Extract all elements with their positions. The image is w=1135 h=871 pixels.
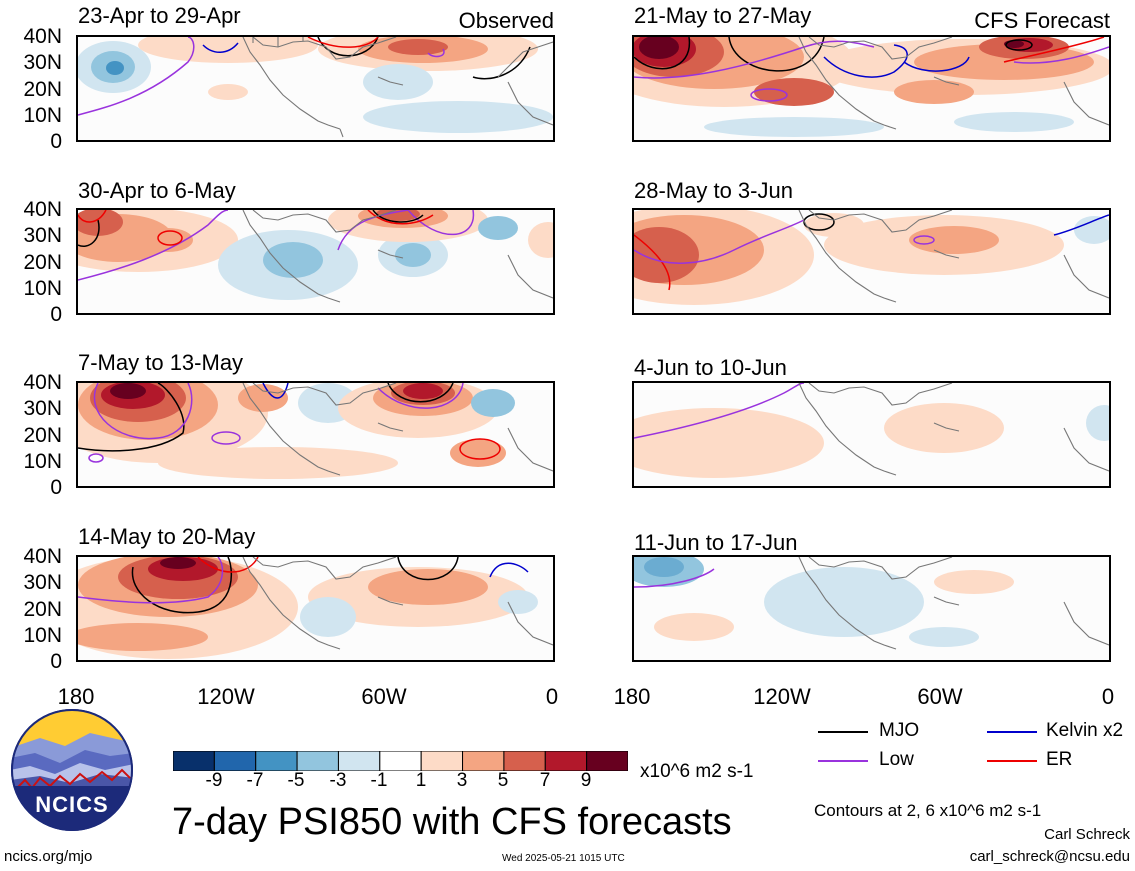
legend-swatch-er bbox=[987, 760, 1037, 762]
map-panel-8 bbox=[632, 555, 1111, 662]
legend-label-mjo: MJO bbox=[879, 720, 920, 741]
legend-swatch-low bbox=[818, 760, 868, 762]
author-email[interactable]: carl_schreck@ncsu.edu bbox=[969, 848, 1130, 865]
colorbar-swatch bbox=[337, 750, 381, 772]
lat-tick: 40N bbox=[23, 25, 62, 48]
colorbar-tick: 7 bbox=[539, 770, 551, 791]
panel-6-title: 28-May to 3-Jun bbox=[634, 178, 793, 203]
ncics-logo: NCICS bbox=[10, 708, 134, 832]
lon-tick: 0 bbox=[1101, 684, 1115, 709]
lat-tick: 0 bbox=[50, 650, 62, 673]
colorbar-tick: 1 bbox=[415, 770, 427, 791]
observed-label: Observed bbox=[458, 8, 554, 33]
panel-5-title: 21-May to 27-May bbox=[634, 3, 812, 28]
lon-tick: 120W bbox=[753, 684, 811, 709]
contours-note: Contours at 2, 6 x10^6 m2 s-1 bbox=[814, 801, 1042, 820]
map-panel-2 bbox=[76, 208, 555, 315]
map-panel-7 bbox=[632, 381, 1111, 488]
colorbar-tick: -1 bbox=[370, 770, 388, 791]
colorbar-swatch bbox=[296, 750, 339, 772]
colorbar-swatch bbox=[420, 750, 464, 772]
colorbar-tick: -7 bbox=[246, 770, 264, 791]
lat-tick: 20N bbox=[23, 598, 62, 621]
panel-8-title: 11-Jun to 17-Jun bbox=[634, 530, 798, 555]
colorbar-swatch bbox=[586, 750, 629, 772]
colorbar-swatch bbox=[544, 750, 588, 772]
colorbar-tick: 9 bbox=[580, 770, 592, 791]
colorbar bbox=[172, 750, 629, 776]
map-panel-4 bbox=[76, 555, 555, 662]
colorbar-swatch bbox=[172, 750, 215, 772]
logo-text: NCICS bbox=[35, 792, 109, 817]
legend-swatch-mjo bbox=[818, 731, 868, 733]
lat-tick: 20N bbox=[23, 78, 62, 101]
lat-tick: 20N bbox=[23, 251, 62, 274]
lat-tick: 10N bbox=[23, 450, 62, 473]
cfs-forecast-label: CFS Forecast bbox=[974, 8, 1110, 33]
lat-tick: 0 bbox=[50, 130, 62, 153]
legend-label-er: ER bbox=[1046, 749, 1073, 770]
colorbar-units: x10^6 m2 s-1 bbox=[640, 761, 754, 782]
lat-tick: 30N bbox=[23, 224, 62, 247]
lat-tick: 20N bbox=[23, 424, 62, 447]
lat-tick: 30N bbox=[23, 51, 62, 74]
lat-tick: 10N bbox=[23, 277, 62, 300]
colorbar-tick: 3 bbox=[456, 770, 468, 791]
colorbar-tick: 5 bbox=[497, 770, 509, 791]
map-panel-5 bbox=[632, 35, 1111, 142]
colorbar-swatch bbox=[255, 750, 298, 772]
lat-tick: 40N bbox=[23, 371, 62, 394]
lon-tick: 60W bbox=[361, 684, 407, 709]
colorbar-swatches bbox=[172, 750, 629, 772]
source-url[interactable]: ncics.org/mjo bbox=[4, 848, 93, 865]
colorbar-swatch bbox=[213, 750, 257, 772]
panel-3-title: 7-May to 13-May bbox=[78, 350, 244, 375]
colorbar-swatch bbox=[379, 750, 422, 772]
colorbar-tick: -9 bbox=[205, 770, 223, 791]
lon-tick: 180 bbox=[57, 684, 95, 709]
map-panel-1 bbox=[76, 35, 555, 142]
author-name: Carl Schreck bbox=[1044, 826, 1130, 843]
lon-tick: 180 bbox=[613, 684, 651, 709]
lat-tick: 0 bbox=[50, 303, 62, 326]
panel-4-title: 14-May to 20-May bbox=[78, 524, 256, 549]
colorbar-swatch bbox=[462, 750, 505, 772]
panel-1-title: 23-Apr to 29-Apr bbox=[78, 3, 241, 28]
colorbar-tick: -5 bbox=[287, 770, 305, 791]
panel-7-title: 4-Jun to 10-Jun bbox=[634, 355, 787, 380]
legend-label-kelvin: Kelvin x2 bbox=[1046, 720, 1124, 741]
lon-tick: 0 bbox=[545, 684, 559, 709]
timestamp: Wed 2025-05-21 1015 UTC bbox=[502, 853, 625, 864]
lon-tick: 60W bbox=[917, 684, 963, 709]
figure-title: 7-day PSI850 with CFS forecasts bbox=[172, 801, 732, 843]
lat-tick: 30N bbox=[23, 397, 62, 420]
map-panel-3 bbox=[76, 381, 555, 488]
map-panel-6 bbox=[632, 208, 1111, 315]
lat-tick: 30N bbox=[23, 571, 62, 594]
panel-2-title: 30-Apr to 6-May bbox=[78, 178, 236, 203]
lat-tick: 40N bbox=[23, 545, 62, 568]
legend-label-low: Low bbox=[879, 749, 914, 770]
lat-tick: 10N bbox=[23, 624, 62, 647]
lat-tick: 0 bbox=[50, 476, 62, 499]
colorbar-tick: -3 bbox=[329, 770, 347, 791]
lat-tick: 10N bbox=[23, 104, 62, 127]
colorbar-swatch bbox=[503, 750, 546, 772]
lon-tick: 120W bbox=[197, 684, 255, 709]
lat-tick: 40N bbox=[23, 198, 62, 221]
legend-swatch-kelvin bbox=[987, 731, 1037, 733]
